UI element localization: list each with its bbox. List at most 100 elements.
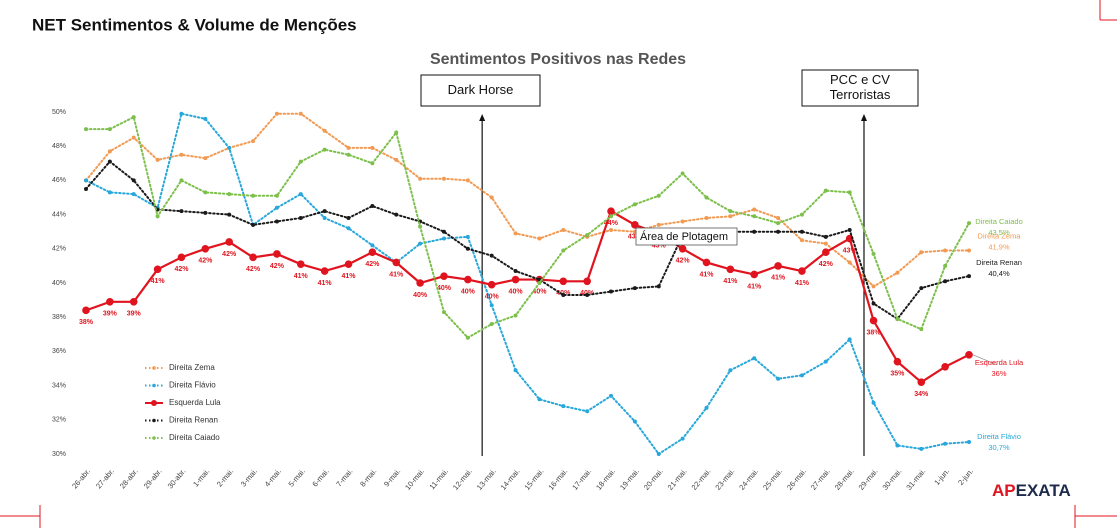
data-point [967,248,971,253]
y-tick-label: 50% [52,109,66,116]
data-point [344,260,353,268]
annotation-text: PCC e CV [830,72,890,87]
data-point [296,260,305,268]
x-tick-label: 1-jun. [932,467,951,487]
legend-marker [152,436,156,440]
end-label-name: Direita Caiado [975,217,1023,226]
data-point [155,214,160,219]
data-point [179,152,184,157]
y-tick-label: 38% [52,314,66,321]
data-point [702,258,711,267]
x-tick-label: 20-mai. [642,467,665,492]
data-point [251,222,256,227]
data-point [274,193,279,198]
data-point [179,209,184,214]
data-point [559,277,568,286]
value-label: 40% [461,288,476,295]
data-point [728,214,733,219]
data-point [726,265,735,274]
data-point [776,221,781,226]
y-tick-label: 48% [52,143,66,150]
y-tick-label: 30% [52,451,66,458]
data-point [203,156,208,161]
data-point [680,436,685,441]
chart-title: Sentimentos Positivos nas Redes [430,51,686,68]
legend-marker [152,418,156,423]
value-label: 41% [699,271,714,278]
x-tick-label: 23-mai. [713,467,736,492]
data-point [511,275,520,284]
data-point [728,209,733,214]
data-point [298,216,303,221]
end-label-name: Direita Flávio [977,432,1021,441]
data-point [822,248,830,257]
data-point [561,404,566,409]
data-point [967,440,971,445]
data-point [155,157,160,162]
value-label: 41% [747,283,762,290]
data-point [798,267,806,275]
data-point [84,178,88,183]
data-point [895,443,900,448]
data-point [609,393,614,398]
x-tick-label: 30-abr. [166,467,188,491]
data-point [609,227,614,232]
data-point [418,224,423,229]
value-label: 40% [509,288,524,295]
data-point [537,281,542,285]
data-point [965,351,973,359]
data-point [847,227,852,232]
value-label: 41% [342,273,357,280]
data-point [752,356,757,361]
data-point [370,161,375,166]
legend-marker [152,383,156,388]
x-tick-label: 2-mai. [215,467,235,489]
y-tick-label: 46% [52,177,66,184]
data-point [561,292,566,297]
logo-part: AP [992,481,1016,500]
y-tick-label: 32% [52,417,66,424]
data-point [632,286,637,291]
data-point [752,207,757,212]
data-point [919,286,924,291]
data-point [823,188,828,193]
data-point [464,275,472,284]
value-label: 41% [389,271,404,278]
data-point [368,248,377,257]
value-label: 40% [532,288,547,295]
data-point [941,362,949,371]
x-tick-label: 10-mai. [403,467,426,492]
x-tick-label: 4-mai. [263,467,283,489]
value-label: 38% [79,319,94,326]
value-label: 40% [437,285,452,292]
x-tick-label: 17-mai. [570,467,593,492]
logo-part: EXATA [1016,481,1071,500]
x-tick-label: 13-mai. [475,467,498,492]
x-tick-label: 19-mai. [618,467,641,492]
data-point [728,368,733,373]
data-point [871,400,876,405]
data-point [131,135,136,140]
x-tick-label: 16-mai. [546,467,569,492]
data-point [465,335,470,340]
series-line [85,160,970,321]
value-label: 41% [318,280,333,287]
data-point [465,234,470,239]
data-point [943,263,948,268]
data-point [774,262,782,270]
x-tick-label: 5-mai. [287,467,307,489]
end-label-value: 41,9% [988,242,1010,251]
data-point [394,157,399,162]
data-point [298,111,303,116]
data-point [680,171,685,176]
data-point [750,270,759,279]
value-label: 43% [652,242,667,249]
value-label: 41% [151,278,166,285]
data-point [513,231,518,236]
data-point [227,145,232,150]
value-label: 34% [914,391,929,398]
x-tick-label: 24-mai. [737,467,760,492]
y-tick-label: 36% [52,348,66,355]
data-point [131,178,136,183]
